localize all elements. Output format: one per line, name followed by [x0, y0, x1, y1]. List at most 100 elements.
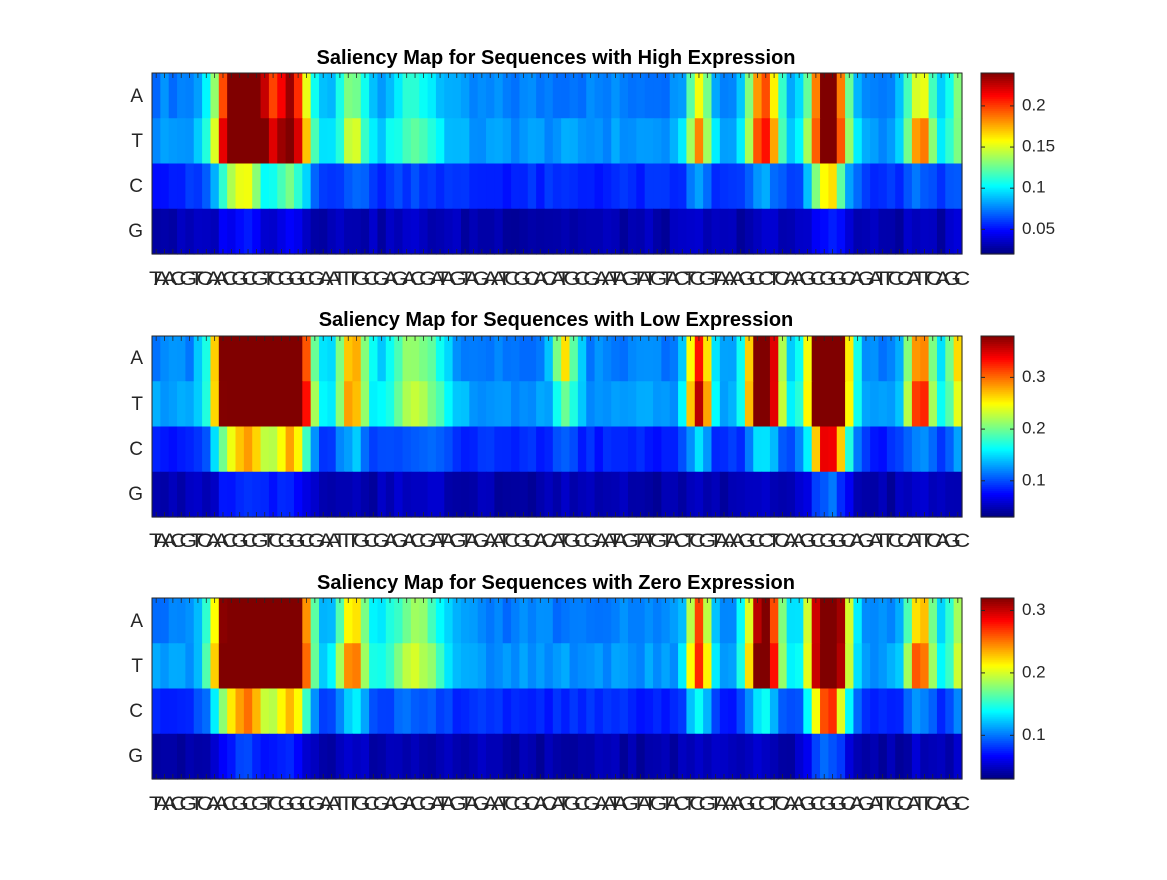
heatmap-cell: [636, 118, 646, 165]
heatmap-cell: [502, 733, 512, 780]
heatmap-cell: [218, 118, 228, 165]
heatmap-cell: [753, 598, 763, 644]
heatmap-cell: [886, 688, 896, 735]
heatmap-cell: [511, 208, 521, 255]
colorbar-segment: [981, 195, 1014, 199]
heatmap-cell: [794, 688, 804, 735]
heatmap-cell: [319, 471, 328, 518]
colorbar-segment: [981, 608, 1014, 611]
colorbar-tick-marks: [981, 105, 1014, 230]
heatmap-cell: [794, 336, 804, 382]
y-tick-label: A: [130, 86, 143, 107]
heatmap-cell: [385, 208, 395, 255]
heatmap-cell: [335, 688, 345, 735]
heatmap-cell: [218, 598, 228, 644]
heatmap-cell: [185, 643, 195, 690]
heatmap-cell: [694, 688, 704, 735]
colorbar-segment: [981, 688, 1014, 692]
heatmap-cell: [419, 426, 429, 473]
heatmap-cell: [803, 73, 813, 119]
heatmap-cell: [277, 381, 287, 428]
heatmap-cell: [711, 426, 721, 473]
heatmap-cell: [703, 598, 713, 644]
heatmap-cell: [360, 733, 370, 780]
heatmap-cell: [644, 643, 654, 690]
heatmap-cell: [293, 733, 303, 780]
y-tick-label: T: [131, 394, 143, 415]
heatmap-cell: [502, 598, 512, 644]
colorbar-segment: [981, 109, 1014, 112]
heatmap-cell: [653, 426, 662, 473]
heatmap-cell: [736, 471, 746, 518]
heatmap-cell: [794, 426, 804, 473]
heatmap-cell: [602, 381, 612, 428]
heatmap-cell: [920, 471, 930, 518]
heatmap-cell: [936, 163, 946, 210]
colorbar-segment: [981, 185, 1014, 189]
colorbar-segment: [981, 642, 1014, 645]
colorbar-segment: [981, 694, 1014, 698]
heatmap-cell: [870, 208, 880, 255]
heatmap-cell: [769, 426, 779, 473]
heatmap-cell: [945, 73, 955, 119]
colorbar-segment: [981, 682, 1014, 686]
colorbar-segment: [981, 402, 1014, 405]
heatmap-cell: [861, 73, 871, 119]
colorbar-segment: [981, 75, 1014, 78]
heatmap-cell: [394, 73, 404, 119]
heatmap-cell: [594, 208, 604, 255]
colorbar-segment: [981, 724, 1014, 728]
heatmap-cell: [444, 336, 454, 382]
heatmap-cell: [260, 381, 270, 428]
heatmap-cell: [703, 163, 713, 210]
heatmap-cell: [569, 598, 579, 644]
colorbar-segment: [981, 610, 1014, 613]
colorbar-segment: [981, 169, 1014, 173]
heatmap-cell: [803, 688, 813, 735]
colorbar-segment: [981, 215, 1014, 219]
heatmap-cell: [953, 471, 963, 518]
heatmap-cell: [803, 471, 813, 518]
colorbar-segment: [981, 732, 1014, 736]
colorbar-segment: [981, 448, 1014, 452]
x-tick-labels: TAACGTCAACGCGTCGGCGAATTTGCGAGACGATAGTAGA…: [149, 794, 969, 815]
heatmap-cell: [502, 426, 512, 473]
heatmap-cell: [895, 208, 905, 255]
heatmap-cell: [486, 471, 495, 518]
heatmap-cell: [602, 426, 612, 473]
heatmap-cell: [352, 426, 362, 473]
heatmap-cell: [736, 73, 746, 119]
heatmap-cell: [460, 733, 470, 780]
heatmap-cell: [527, 163, 537, 210]
heatmap-cell: [268, 118, 278, 165]
heatmap-cell: [460, 208, 470, 255]
heatmap-cell: [653, 688, 662, 735]
colorbar-segment: [981, 149, 1014, 153]
colorbar-segment: [981, 744, 1014, 748]
heatmap-cell: [719, 381, 729, 428]
heatmap-cell: [769, 598, 779, 644]
heatmap-cell: [953, 688, 963, 735]
heatmap-cell: [460, 381, 470, 428]
heatmap-cell: [936, 426, 946, 473]
heatmap-cell: [519, 733, 529, 780]
colorbar-segment: [981, 482, 1014, 486]
heatmap-cell: [920, 688, 930, 735]
heatmap-cell: [627, 471, 637, 518]
colorbar-segment: [981, 754, 1014, 758]
colorbar-segment: [981, 354, 1014, 357]
colorbar-segment: [981, 628, 1014, 631]
heatmap-cell: [953, 426, 963, 473]
heatmap-cell: [611, 163, 621, 210]
heatmap-cell: [936, 733, 946, 780]
heatmap-cell: [561, 426, 571, 473]
heatmap-cell: [177, 643, 186, 690]
heatmap-cell: [953, 208, 963, 255]
heatmap-cell: [945, 598, 955, 644]
colorbar-segment: [981, 392, 1014, 395]
heatmap-cell: [761, 426, 771, 473]
heatmap-cell: [786, 118, 796, 165]
heatmap-cell: [352, 118, 362, 165]
heatmap-cell: [744, 381, 754, 428]
heatmap-cell: [435, 688, 445, 735]
